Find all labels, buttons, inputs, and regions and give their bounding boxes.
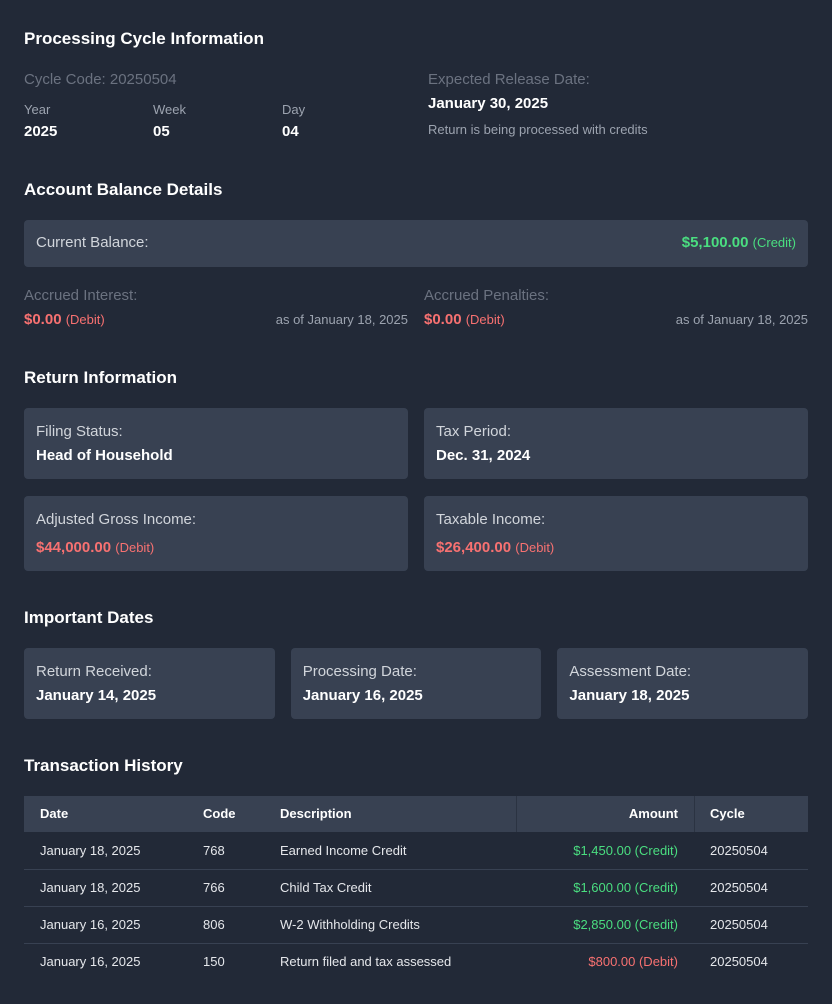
table-header bbox=[24, 796, 808, 832]
column-header: Date bbox=[40, 806, 69, 821]
amount-type: (Debit) bbox=[65, 312, 105, 327]
cycle-code: Cycle Code: 20250504 bbox=[24, 71, 177, 88]
amount-type: (Debit) bbox=[515, 540, 555, 555]
table-cell: January 18, 2025 bbox=[40, 843, 141, 858]
date-value: January 16, 2025 bbox=[302, 687, 423, 704]
table-cell: Earned Income Credit bbox=[280, 843, 407, 858]
transaction-table: Date Code Description Amount Cycle January 18… bbox=[24, 796, 808, 981]
balance-label: Current Balance: bbox=[36, 234, 149, 251]
info-label: Adjusted Gross Income: bbox=[36, 511, 197, 528]
accrual-value: $0.00 (Debit) bbox=[24, 310, 105, 330]
field-value: 2025 bbox=[24, 123, 58, 140]
date-value: January 14, 2025 bbox=[36, 687, 157, 704]
table-cell: 20250504 bbox=[710, 917, 768, 932]
info-value: Dec. 31, 2024 bbox=[436, 447, 531, 464]
amount: $0.00 bbox=[424, 311, 462, 328]
section-title: Important Dates bbox=[24, 608, 154, 627]
amount: $0.00 bbox=[24, 311, 62, 328]
date-panel: Processing Date: January 16, 2025 bbox=[290, 648, 542, 719]
info-label: Tax Period: bbox=[436, 423, 512, 440]
table-cell: January 18, 2025 bbox=[40, 880, 141, 895]
section-title: Return Information bbox=[24, 368, 177, 387]
date-value: January 18, 2025 bbox=[569, 687, 690, 704]
amount-type: (Debit) bbox=[465, 312, 505, 327]
column-header: Code bbox=[203, 806, 236, 821]
amount-type: (Debit) bbox=[115, 540, 155, 555]
column-divider bbox=[694, 796, 695, 832]
date-panel: Assessment Date: January 18, 2025 bbox=[557, 648, 809, 719]
field-value: 04 bbox=[282, 123, 299, 140]
table-cell: January 16, 2025 bbox=[40, 954, 141, 969]
balance-panel: Current Balance: $5,100.00 (Credit) bbox=[24, 220, 808, 267]
date-panel: Return Received: January 14, 2025 bbox=[24, 648, 275, 719]
section-title: Processing Cycle Information bbox=[24, 29, 264, 48]
accrual-as-of: as of January 18, 2025 bbox=[675, 312, 808, 327]
table-cell: 806 bbox=[203, 917, 225, 932]
column-header: Description bbox=[280, 806, 352, 821]
info-panel: Tax Period: Dec. 31, 2024 bbox=[424, 408, 808, 479]
table-cell: 768 bbox=[203, 843, 225, 858]
column-divider bbox=[516, 796, 517, 832]
date-label: Return Received: bbox=[36, 663, 152, 680]
table-cell: January 16, 2025 bbox=[40, 917, 141, 932]
release-date: January 30, 2025 bbox=[428, 95, 549, 112]
column-header: Amount bbox=[628, 806, 678, 821]
table-cell: 20250504 bbox=[710, 843, 768, 858]
balance-value: $5,100.00 (Credit) bbox=[682, 233, 796, 253]
row-divider bbox=[24, 906, 808, 907]
table-cell: 20250504 bbox=[710, 880, 768, 895]
info-amount: $26,400.00 (Debit) bbox=[436, 538, 554, 558]
table-cell: 150 bbox=[203, 954, 225, 969]
amount-type: (Credit) bbox=[752, 235, 796, 250]
table-cell: $1,450.00 (Credit) bbox=[573, 843, 678, 858]
table-cell: $1,600.00 (Credit) bbox=[573, 880, 678, 895]
release-label: Expected Release Date: bbox=[428, 71, 590, 88]
info-value: Head of Household bbox=[36, 447, 173, 464]
accrual-as-of: as of January 18, 2025 bbox=[275, 312, 408, 327]
info-panel: Filing Status: Head of Household bbox=[24, 408, 408, 479]
row-divider bbox=[24, 869, 808, 870]
info-panel: Taxable Income: $26,400.00 (Debit) bbox=[424, 496, 808, 571]
table-cell: 766 bbox=[203, 880, 225, 895]
field-label: Week bbox=[153, 102, 186, 117]
column-header: Cycle bbox=[710, 806, 745, 821]
amount: $44,000.00 bbox=[36, 539, 112, 556]
info-panel: Adjusted Gross Income: $44,000.00 (Debit) bbox=[24, 496, 408, 571]
table-cell: Return filed and tax assessed bbox=[280, 954, 452, 969]
field-label: Year bbox=[24, 102, 51, 117]
accrual-value: $0.00 (Debit) bbox=[424, 310, 505, 330]
field-value: 05 bbox=[153, 123, 170, 140]
table-cell: W-2 Withholding Credits bbox=[280, 917, 420, 932]
row-divider bbox=[24, 943, 808, 944]
table-cell: $800.00 (Debit) bbox=[588, 954, 678, 969]
section-title: Transaction History bbox=[24, 756, 183, 775]
amount: $5,100.00 bbox=[681, 234, 749, 251]
info-label: Filing Status: bbox=[36, 423, 123, 440]
section-title: Account Balance Details bbox=[24, 180, 223, 199]
release-note: Return is being processed with credits bbox=[428, 122, 648, 137]
info-amount: $44,000.00 (Debit) bbox=[36, 538, 154, 558]
amount: $26,400.00 bbox=[436, 539, 512, 556]
date-label: Processing Date: bbox=[302, 663, 417, 680]
field-label: Day bbox=[282, 102, 306, 117]
table-cell: $2,850.00 (Credit) bbox=[573, 917, 678, 932]
accrual-label: Accrued Penalties: bbox=[424, 287, 550, 304]
accrual-label: Accrued Interest: bbox=[24, 287, 138, 304]
date-label: Assessment Date: bbox=[569, 663, 692, 680]
table-cell: Child Tax Credit bbox=[280, 880, 372, 895]
table-cell: 20250504 bbox=[710, 954, 768, 969]
info-label: Taxable Income: bbox=[436, 511, 546, 528]
